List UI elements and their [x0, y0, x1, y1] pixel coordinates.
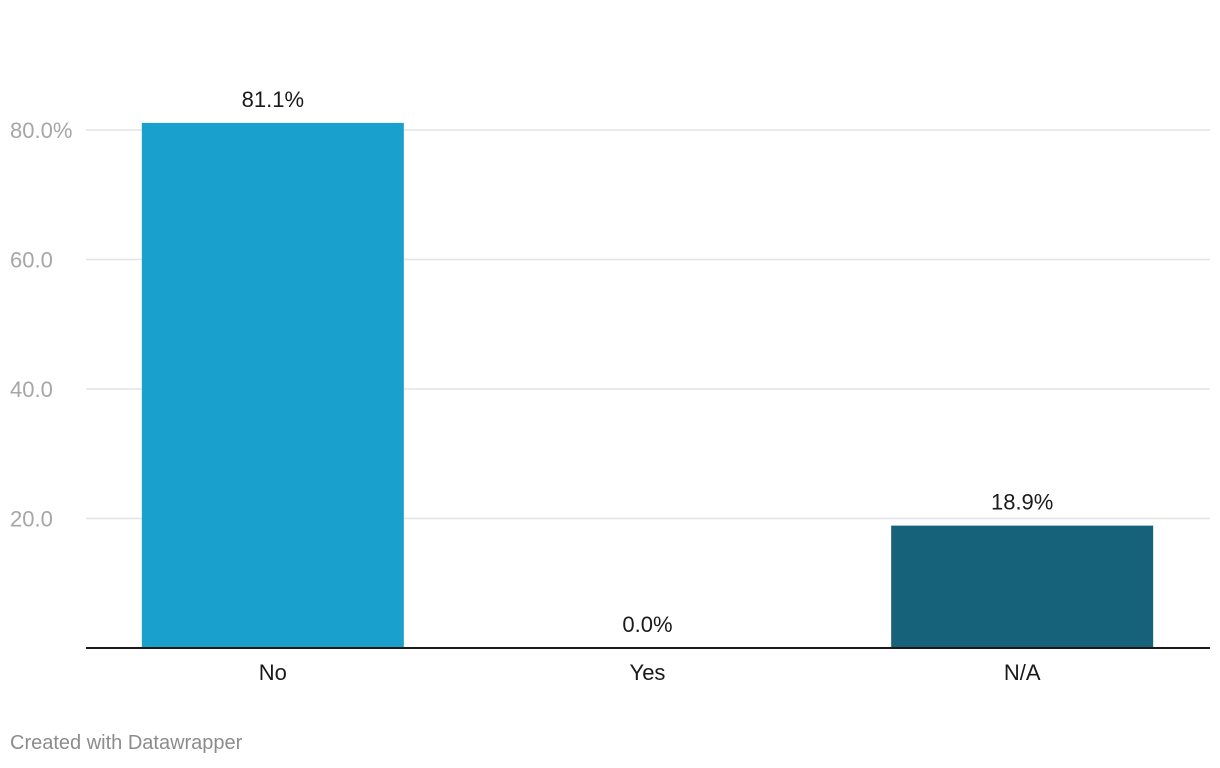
bars: [141, 122, 1154, 648]
y-tick-label: 20.0: [10, 507, 53, 532]
credit-text: Created with Datawrapper: [10, 732, 243, 754]
y-axis-ticks: 20.0 40.0 60.0 80.0%: [10, 118, 72, 532]
bar: [141, 122, 404, 648]
data-label: 0.0%: [622, 612, 672, 637]
x-tick-label: No: [259, 660, 287, 685]
y-tick-label: 40.0: [10, 377, 53, 402]
data-labels: 81.1% 0.0% 18.9%: [242, 87, 1054, 637]
x-tick-label: Yes: [630, 660, 666, 685]
y-tick-label: 80.0%: [10, 118, 72, 143]
data-label: 81.1%: [242, 87, 304, 112]
data-label: 18.9%: [991, 490, 1053, 515]
x-tick-label: N/A: [1004, 660, 1041, 685]
x-axis-ticks: No Yes N/A: [259, 660, 1041, 685]
bar: [891, 525, 1154, 648]
y-tick-label: 60.0: [10, 248, 53, 273]
